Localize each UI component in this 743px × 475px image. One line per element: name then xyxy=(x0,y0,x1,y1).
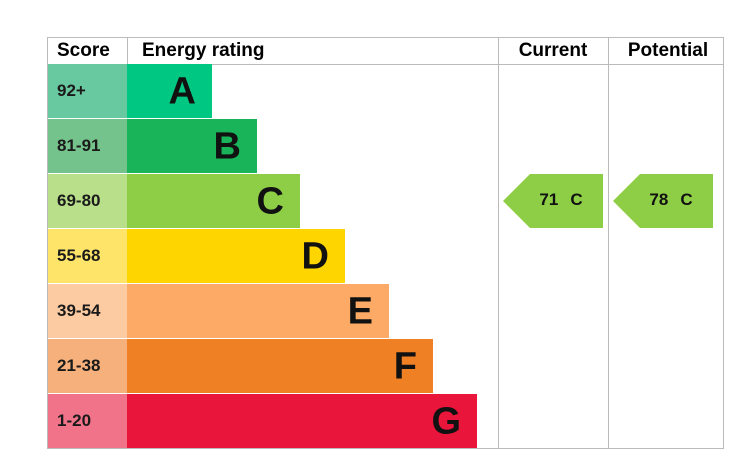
score-cell xyxy=(48,284,127,338)
rating-pointer xyxy=(503,174,603,228)
rating-letter: F xyxy=(394,346,417,388)
frame xyxy=(47,37,724,449)
rating-bar xyxy=(127,284,389,338)
rating-letter: E xyxy=(348,291,373,333)
header-potential: Potential xyxy=(628,40,708,61)
score-label: 1-20 xyxy=(57,411,91,430)
rating-bar xyxy=(127,119,257,173)
pointer-value: 71 xyxy=(539,190,558,209)
rating-bar xyxy=(127,64,212,118)
rating-bar xyxy=(127,174,300,228)
score-label: 21-38 xyxy=(57,356,100,375)
score-label: 69-80 xyxy=(57,191,100,210)
header-current: Current xyxy=(519,40,588,61)
pointer-value: 78 xyxy=(649,190,668,209)
score-label: 55-68 xyxy=(57,246,100,265)
rating-letter: B xyxy=(214,126,241,168)
score-cell xyxy=(48,174,127,228)
score-cell xyxy=(48,229,127,283)
pointer-letter: C xyxy=(570,190,582,209)
score-cell xyxy=(48,119,127,173)
header-rating: Energy rating xyxy=(142,40,264,61)
score-label: 39-54 xyxy=(57,301,101,320)
rating-pointer xyxy=(613,174,713,228)
rating-bar xyxy=(127,229,345,283)
pointer-letter: C xyxy=(680,190,692,209)
score-label: 92+ xyxy=(57,81,86,100)
pointer-label: 71 C xyxy=(539,190,582,209)
rating-bar xyxy=(127,339,433,393)
pointer-label: 78 C xyxy=(649,190,692,209)
score-label: 81-91 xyxy=(57,136,100,155)
header-score: Score xyxy=(57,40,110,61)
score-cell xyxy=(48,394,127,448)
score-cell xyxy=(48,339,127,393)
score-cell xyxy=(48,64,127,118)
rating-letter: A xyxy=(169,71,196,113)
rating-letter: D xyxy=(302,236,329,278)
rating-letter: C xyxy=(257,181,284,223)
rating-bar xyxy=(127,394,477,448)
rating-letter: G xyxy=(431,401,461,443)
